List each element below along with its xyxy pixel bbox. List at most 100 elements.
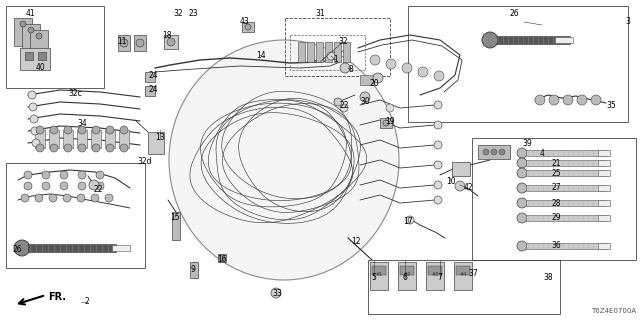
Circle shape xyxy=(483,149,489,155)
Text: 13: 13 xyxy=(155,133,165,142)
Bar xyxy=(218,254,226,262)
Bar xyxy=(360,75,374,85)
Bar xyxy=(380,118,392,128)
Bar xyxy=(598,200,610,206)
Circle shape xyxy=(517,198,527,208)
Circle shape xyxy=(245,24,251,30)
Circle shape xyxy=(517,168,527,178)
Bar xyxy=(408,6,628,122)
Text: 25: 25 xyxy=(551,169,561,178)
Text: 11: 11 xyxy=(117,37,127,46)
Text: 12: 12 xyxy=(351,237,361,246)
Bar xyxy=(77,130,87,148)
Bar xyxy=(334,42,341,62)
Circle shape xyxy=(334,98,342,106)
Bar xyxy=(290,35,365,70)
Bar xyxy=(35,130,45,148)
Bar xyxy=(105,130,115,148)
Bar xyxy=(555,37,573,43)
Bar xyxy=(400,266,414,275)
Text: 32: 32 xyxy=(173,10,183,19)
Text: 4: 4 xyxy=(540,148,545,157)
Bar xyxy=(63,130,73,148)
Circle shape xyxy=(340,63,350,73)
Circle shape xyxy=(434,141,442,149)
Circle shape xyxy=(24,171,32,179)
Text: 24: 24 xyxy=(148,85,158,94)
Circle shape xyxy=(89,180,99,190)
Text: 19: 19 xyxy=(385,117,395,126)
Circle shape xyxy=(105,194,113,202)
Circle shape xyxy=(32,139,40,147)
Circle shape xyxy=(78,171,86,179)
Text: 3: 3 xyxy=(625,18,630,27)
Bar xyxy=(14,18,32,46)
Circle shape xyxy=(340,104,348,112)
Bar xyxy=(526,150,606,156)
Text: 28: 28 xyxy=(551,198,561,207)
Text: #4: #4 xyxy=(460,271,467,276)
Circle shape xyxy=(271,288,281,298)
Bar xyxy=(49,130,59,148)
Circle shape xyxy=(517,213,527,223)
Circle shape xyxy=(96,182,104,190)
Bar xyxy=(325,42,332,62)
Bar xyxy=(495,36,570,44)
Text: 24: 24 xyxy=(148,70,158,79)
Circle shape xyxy=(36,33,42,39)
Text: 31: 31 xyxy=(315,10,325,19)
Text: 30: 30 xyxy=(360,98,370,107)
Bar xyxy=(526,170,606,176)
Bar xyxy=(456,266,470,275)
Bar xyxy=(145,86,155,96)
Circle shape xyxy=(549,95,559,105)
Circle shape xyxy=(60,182,68,190)
Circle shape xyxy=(42,182,50,190)
Text: 35: 35 xyxy=(606,100,616,109)
Circle shape xyxy=(20,21,26,27)
Bar xyxy=(454,262,472,290)
Circle shape xyxy=(28,91,36,99)
Text: 36: 36 xyxy=(551,242,561,251)
Bar xyxy=(30,30,48,58)
Bar xyxy=(316,42,323,62)
Bar xyxy=(598,185,610,191)
Bar xyxy=(118,35,130,51)
Text: 33: 33 xyxy=(272,290,282,299)
Bar xyxy=(164,35,178,49)
Text: 7: 7 xyxy=(438,274,442,283)
Ellipse shape xyxy=(169,40,399,280)
Circle shape xyxy=(21,194,29,202)
Text: 2: 2 xyxy=(84,298,90,307)
Text: #2: #2 xyxy=(403,271,411,276)
Circle shape xyxy=(78,126,86,134)
Circle shape xyxy=(591,95,601,105)
Circle shape xyxy=(499,149,505,155)
Circle shape xyxy=(96,171,104,179)
Circle shape xyxy=(327,52,335,60)
Circle shape xyxy=(92,126,100,134)
Bar xyxy=(298,42,305,62)
Text: 26: 26 xyxy=(509,10,519,19)
Text: 42: 42 xyxy=(463,183,473,193)
Text: 20: 20 xyxy=(369,79,379,89)
Text: 9: 9 xyxy=(191,266,195,275)
Text: 5: 5 xyxy=(372,274,376,283)
Bar xyxy=(452,162,470,176)
Text: #1: #1 xyxy=(376,271,383,276)
Circle shape xyxy=(434,121,442,129)
Circle shape xyxy=(28,27,34,33)
Circle shape xyxy=(92,144,100,152)
Circle shape xyxy=(120,39,128,47)
Circle shape xyxy=(517,183,527,193)
Text: 6: 6 xyxy=(403,274,408,283)
Text: #3: #3 xyxy=(431,271,438,276)
Text: 37: 37 xyxy=(468,269,478,278)
Circle shape xyxy=(30,115,38,123)
Circle shape xyxy=(36,144,44,152)
Text: 1: 1 xyxy=(333,55,339,65)
Circle shape xyxy=(36,126,44,134)
Bar xyxy=(478,145,510,159)
Circle shape xyxy=(29,103,37,111)
Bar xyxy=(38,52,46,60)
